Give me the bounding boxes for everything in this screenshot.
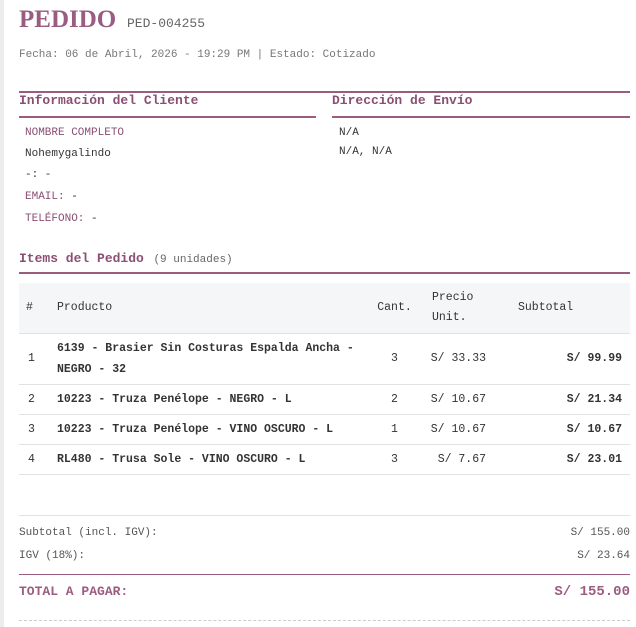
email-label: EMAIL: [25, 191, 65, 203]
quantity: 3 [367, 444, 422, 475]
subtotal-value: S/ 155.00 [570, 527, 630, 539]
col-number: # [19, 283, 57, 334]
subtotal-label: Subtotal (incl. IGV): [19, 527, 158, 539]
col-qty: Cant. [367, 283, 422, 334]
col-price: Precio Unit. [422, 283, 502, 334]
row-subtotal: S/ 21.34 [502, 384, 630, 415]
unit-price: S/ 33.33 [422, 333, 502, 385]
divider [19, 515, 630, 516]
client-email: EMAIL: - [25, 191, 78, 203]
igv-label: IGV (18%): [19, 550, 86, 562]
quantity: 1 [367, 414, 422, 445]
email-value: - [71, 191, 78, 203]
total-row: TOTAL A PAGAR: S/ 155.00 [19, 584, 630, 600]
total-label: TOTAL A PAGAR: [19, 584, 129, 599]
client-phone: TELÉFONO: - [25, 213, 98, 225]
items-count: (9 unidades) [153, 254, 233, 266]
quantity: 3 [367, 333, 422, 385]
total-value: S/ 155.00 [554, 584, 630, 600]
row-number: 2 [19, 384, 57, 415]
table-row: 1 6139 - Brasier Sin Costuras Espalda Anc… [19, 333, 630, 385]
client-doc: -: - [25, 169, 52, 181]
client-name: Nohemygalindo [25, 148, 111, 160]
row-number: 1 [19, 333, 57, 385]
subtotal-row: Subtotal (incl. IGV): S/ 155.00 [19, 527, 630, 539]
order-meta: Fecha: 06 de Abril, 2026 - 19:29 PM | Es… [19, 49, 376, 61]
table-row: 2 10223 - Truza Penélope - NEGRO - L 2 S/ 1… [19, 384, 630, 415]
unit-price: S/ 7.67 [422, 444, 502, 475]
igv-row: IGV (18%): S/ 23.64 [19, 550, 630, 562]
page-title: PEDIDO [19, 6, 117, 33]
divider [19, 91, 630, 93]
row-subtotal: S/ 99.99 [502, 333, 630, 385]
divider [332, 116, 630, 118]
shipping-heading: Dirección de Envío [332, 93, 473, 108]
divider [19, 574, 630, 575]
row-number: 3 [19, 414, 57, 445]
phone-label: TELÉFONO: [25, 213, 85, 225]
row-number: 4 [19, 444, 57, 475]
unit-price: S/ 10.67 [422, 384, 502, 415]
product-name: 10223 - Truza Penélope - VINO OSCURO - L [57, 414, 367, 445]
col-product: Producto [57, 283, 367, 334]
name-label: NOMBRE COMPLETO [25, 127, 125, 139]
items-heading: Items del Pedido [19, 251, 144, 266]
quantity: 2 [367, 384, 422, 415]
table-row: 3 10223 - Truza Penélope - VINO OSCURO - … [19, 414, 630, 445]
product-name: 6139 - Brasier Sin Costuras Espalda Anch… [57, 333, 367, 385]
phone-value: - [91, 213, 98, 225]
col-subtotal: Subtotal [502, 283, 630, 334]
row-subtotal: S/ 23.01 [502, 444, 630, 475]
divider [19, 272, 630, 274]
row-subtotal: S/ 10.67 [502, 414, 630, 445]
items-table: # Producto Cant. Precio Unit. Subtotal 1… [19, 283, 630, 475]
shipping-line1: N/A [339, 127, 359, 139]
unit-price: S/ 10.67 [422, 414, 502, 445]
shipping-line2: N/A, N/A [339, 146, 392, 158]
order-code: PED-004255 [127, 16, 206, 31]
product-name: RL480 - Trusa Sole - VINO OSCURO - L [57, 444, 367, 475]
items-heading-wrap: Items del Pedido (9 unidades) [19, 249, 233, 267]
product-name: 10223 - Truza Penélope - NEGRO - L [57, 384, 367, 415]
client-heading: Información del Cliente [19, 93, 199, 108]
dashed-divider [19, 620, 630, 621]
igv-value: S/ 23.64 [577, 550, 630, 562]
table-row: 4 RL480 - Trusa Sole - VINO OSCURO - L 3 S/… [19, 444, 630, 475]
divider [19, 116, 316, 118]
